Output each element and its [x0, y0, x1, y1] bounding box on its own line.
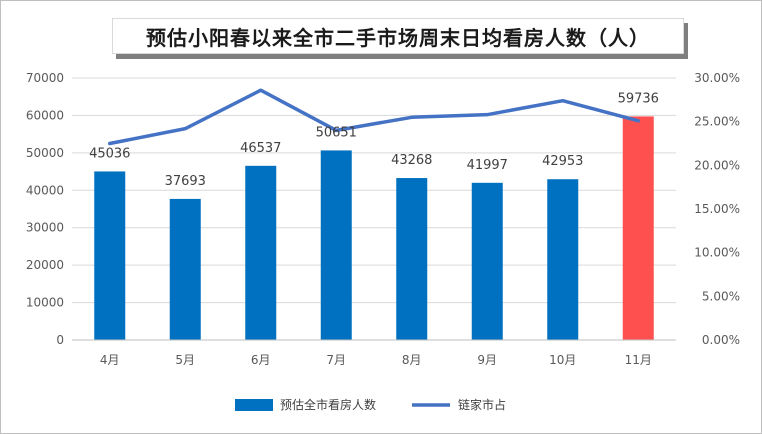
x-tick-label: 9月 — [477, 353, 497, 367]
x-tick-label: 10月 — [549, 353, 576, 367]
bar — [169, 198, 201, 340]
bar — [396, 178, 428, 340]
axes: 0 10000 20000 30000 40000 50000 60000 70000 0.00… — [26, 71, 740, 367]
x-tick-label: 4月 — [100, 353, 120, 367]
y-left-tick-label: 40000 — [26, 183, 64, 197]
y-right-tick-label: 15.00% — [694, 202, 740, 216]
y-right-tick-label: 25.00% — [694, 115, 740, 129]
y-left-tick-label: 60000 — [26, 108, 64, 122]
bar-data-label: 37693 — [165, 174, 206, 189]
bar — [471, 182, 503, 340]
y-left-tick-label: 50000 — [26, 146, 64, 160]
y-left-tick-label: 70000 — [26, 71, 64, 85]
bar — [547, 179, 579, 340]
y-left-tick-label: 0 — [56, 333, 64, 347]
y-left-tick-label: 10000 — [26, 296, 64, 310]
chart-title-box: 预估小阳春以来全市二手市场周末日均看房人数（人） — [112, 18, 684, 54]
chart-title: 预估小阳春以来全市二手市场周末日均看房人数（人） — [146, 25, 650, 50]
legend: 预估全市看房人数 链家市占 — [235, 397, 506, 412]
bar-data-label: 45036 — [89, 146, 130, 161]
bar-data-label: 43268 — [391, 153, 432, 168]
bar-data-label: 41997 — [467, 158, 508, 173]
y-right-tick-label: 10.00% — [694, 246, 740, 260]
bar — [94, 171, 126, 340]
line-series — [108, 88, 640, 146]
bar-data-label: 59736 — [618, 91, 659, 106]
bar — [245, 165, 277, 340]
bar-series — [94, 116, 654, 340]
bar — [320, 150, 352, 340]
line-series-path — [108, 88, 640, 146]
x-tick-label: 7月 — [326, 353, 346, 367]
bar-data-label: 46537 — [240, 141, 281, 156]
y-right-tick-label: 0.00% — [702, 333, 740, 347]
x-tick-label: 5月 — [175, 353, 195, 367]
bar — [622, 116, 654, 340]
y-right-tick-label: 30.00% — [694, 71, 740, 85]
legend-label-bar: 预估全市看房人数 — [280, 397, 376, 412]
x-tick-label: 11月 — [625, 353, 652, 367]
y-left-tick-label: 20000 — [26, 258, 64, 272]
legend-label-line: 链家市占 — [458, 397, 506, 412]
bar-data-label: 42953 — [542, 154, 583, 169]
data-labels: 45036 37693 46537 50651 43268 41997 42953 59736 — [89, 91, 659, 189]
gridlines — [72, 77, 676, 304]
y-right-tick-label: 5.00% — [702, 289, 740, 303]
x-tick-label: 8月 — [402, 353, 422, 367]
y-left-tick-label: 30000 — [26, 221, 64, 235]
bar-data-label: 50651 — [316, 125, 357, 140]
x-tick-label: 6月 — [251, 353, 271, 367]
y-right-tick-label: 20.00% — [694, 158, 740, 172]
legend-swatch-bar — [235, 399, 273, 411]
